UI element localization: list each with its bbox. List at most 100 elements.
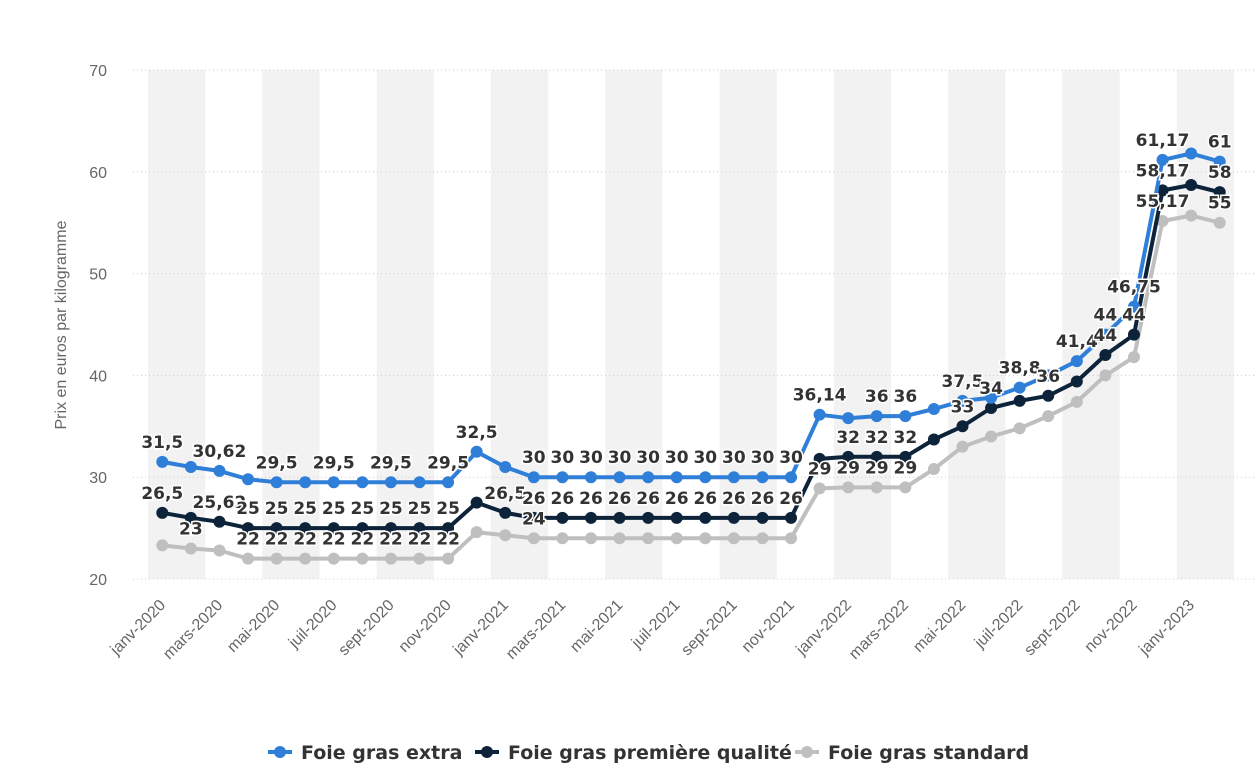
data-label: 58,17 (1136, 161, 1190, 181)
data-point (470, 526, 483, 539)
data-point (1042, 389, 1055, 402)
data-label: 25 (408, 499, 432, 519)
x-tick-label: janv-2022 (793, 597, 855, 659)
data-label: 30 (608, 448, 632, 468)
data-point (899, 481, 912, 494)
legend: Foie gras extra Foie gras première qualit… (268, 742, 1029, 764)
data-point (527, 471, 540, 484)
data-label: 29,5 (370, 453, 412, 473)
data-label: 22 (293, 530, 317, 550)
data-label: 36 (894, 387, 918, 407)
legend-label: Foie gras extra (301, 742, 462, 764)
data-label: 29,5 (427, 453, 469, 473)
data-label: 25 (351, 499, 375, 519)
x-tick-label: sept-2022 (1021, 597, 1083, 659)
data-label: 30 (722, 448, 746, 468)
background-band (262, 70, 320, 579)
data-point (956, 420, 969, 433)
data-point (1099, 328, 1112, 341)
data-label: 32 (865, 428, 889, 448)
y-tick-label: 60 (89, 165, 107, 182)
data-point (785, 511, 798, 524)
data-point (1070, 395, 1083, 408)
x-tick-label: janv-2020 (107, 597, 169, 659)
background-band (605, 70, 663, 579)
data-label: 29,5 (256, 453, 298, 473)
data-label: 30 (751, 448, 775, 468)
data-point (642, 532, 655, 545)
x-tick-label: mai-2021 (567, 597, 626, 656)
data-point (270, 476, 283, 489)
data-point (327, 522, 340, 535)
data-point (756, 511, 769, 524)
x-tick-label: juil-2022 (971, 597, 1027, 653)
data-point (985, 401, 998, 414)
data-point (356, 476, 369, 489)
data-point (384, 476, 397, 489)
data-label: 36,14 (793, 386, 847, 406)
data-label: 44 (1122, 306, 1146, 326)
data-point (756, 471, 769, 484)
data-label: 26 (551, 489, 575, 509)
data-point (470, 445, 483, 458)
data-point (1042, 410, 1055, 423)
y-tick-label: 50 (89, 267, 107, 284)
data-point (842, 412, 855, 425)
data-label: 34 (979, 379, 1003, 399)
data-point (584, 532, 597, 545)
data-point (727, 471, 740, 484)
data-point (1013, 381, 1026, 394)
data-point (670, 532, 683, 545)
data-label: 30,62 (193, 442, 247, 462)
data-point (842, 481, 855, 494)
data-label: 22 (322, 530, 346, 550)
data-point (384, 522, 397, 535)
data-point (156, 455, 169, 468)
data-point (156, 506, 169, 519)
data-point (242, 473, 255, 486)
data-label: 26 (693, 489, 717, 509)
series-1 (156, 179, 1226, 535)
data-label: 26 (579, 489, 603, 509)
data-label: 25 (293, 499, 317, 519)
background-band (948, 70, 1006, 579)
data-label: 26 (608, 489, 632, 509)
series-2 (156, 209, 1226, 565)
data-point (842, 450, 855, 463)
data-label: 32 (894, 428, 918, 448)
data-point (242, 522, 255, 535)
x-tick-label: janv-2021 (450, 597, 512, 659)
data-label: 29 (836, 458, 860, 478)
data-point (870, 481, 883, 494)
data-point (899, 450, 912, 463)
data-point (956, 394, 969, 407)
data-point (1185, 179, 1198, 192)
data-label: 30 (579, 448, 603, 468)
data-point (899, 410, 912, 423)
series-line (162, 213, 1221, 561)
data-label: 61 (1208, 133, 1232, 153)
data-label: 46,75 (1107, 278, 1161, 298)
data-point (584, 511, 597, 524)
series-line (161, 151, 1221, 485)
data-point (1042, 369, 1055, 382)
data-label: 25,62 (193, 493, 247, 513)
data-label: 55,17 (1136, 192, 1190, 212)
y-axis-label: Prix en euros par kilogramme (53, 220, 70, 429)
data-point (785, 471, 798, 484)
data-label: 33 (951, 397, 975, 417)
data-point (327, 476, 340, 489)
series-0 (156, 147, 1226, 489)
data-point (527, 511, 540, 524)
legend-label: Foie gras première qualité (508, 742, 792, 764)
data-point (670, 471, 683, 484)
data-label: 30 (636, 448, 660, 468)
data-point (413, 476, 426, 489)
data-point (1213, 216, 1226, 229)
data-point (270, 522, 283, 535)
y-tick-label: 40 (89, 368, 107, 385)
data-point (1156, 184, 1169, 197)
data-label: 29 (894, 458, 918, 478)
data-point (1156, 153, 1169, 166)
